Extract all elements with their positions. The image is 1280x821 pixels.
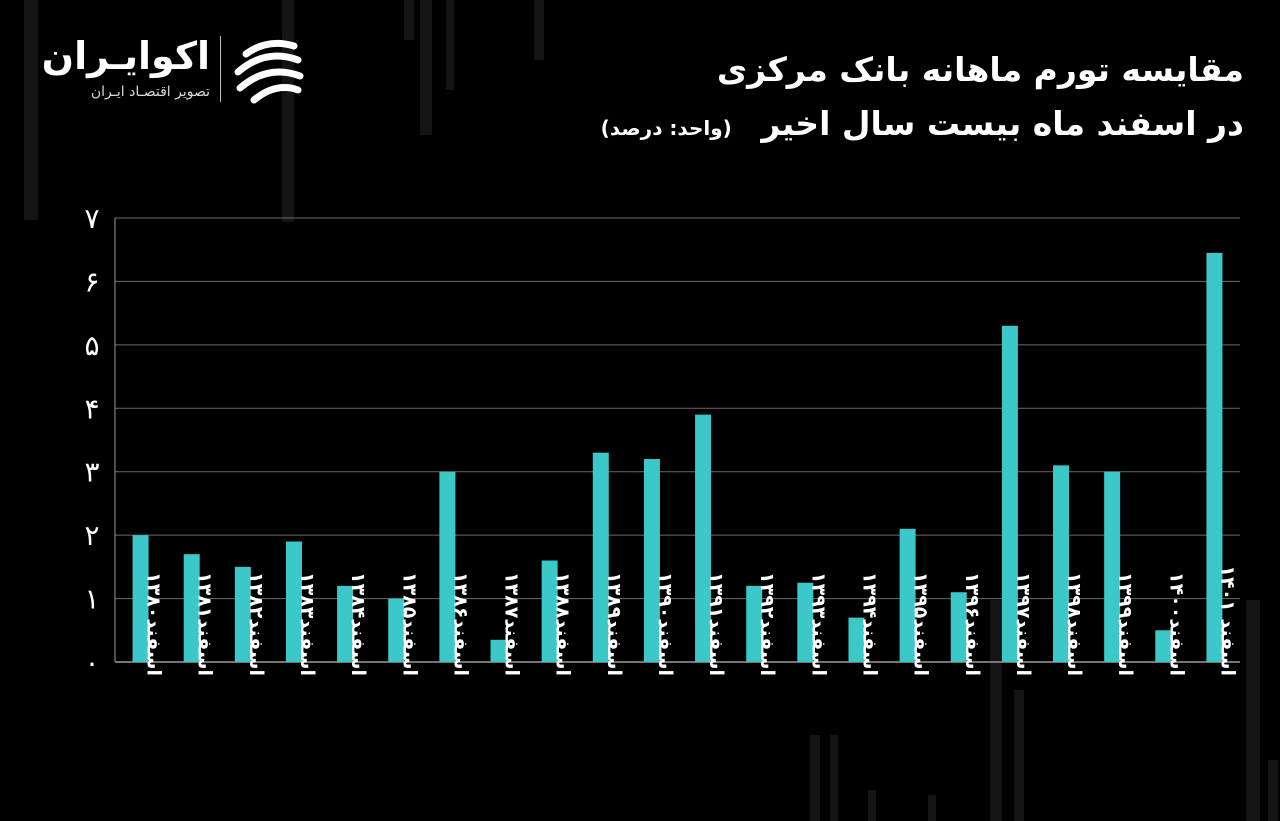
y-tick-labels: ۰ ۱ ۲ ۳ ۴ ۵ ۶ ۷: [84, 202, 99, 679]
bar: [132, 535, 149, 662]
y-tick-label: ۱: [84, 583, 99, 616]
x-category-label: اسفند۱۳۹۰: [654, 572, 676, 676]
bar: [592, 452, 609, 662]
bar: [1206, 252, 1223, 662]
bar: [1155, 630, 1172, 662]
y-tick-label: ۷: [84, 202, 99, 235]
x-category-label: اسفند۱۳۹۳: [807, 572, 829, 676]
x-category-label: اسفند ۱۴۰۱: [1216, 565, 1238, 676]
bar: [899, 528, 916, 662]
bar: [490, 639, 507, 662]
x-category-label: اسفند۱۳۹۶: [961, 572, 983, 676]
bar: [234, 566, 251, 662]
x-category-label: اسفند۱۳۹۲: [756, 572, 778, 676]
bar: [797, 582, 814, 662]
y-tick-label: ۳: [84, 456, 99, 489]
y-tick-label: ۴: [84, 392, 99, 425]
x-category-label: اسفند۱۳۸۷: [501, 572, 523, 676]
chart-subtitle-text: در اسفند ماه بیست سال اخیر: [761, 104, 1244, 143]
unit-note: (واحد: درصد): [600, 116, 732, 140]
bar: [848, 617, 865, 662]
x-category-label: اسفند۱۳۸۳: [296, 572, 318, 676]
bar: [950, 592, 967, 662]
x-category-label: اسفند۱۳۸۶: [449, 572, 471, 676]
x-category-label: اسفند۱۳۸۵: [398, 572, 420, 676]
bar: [183, 554, 200, 662]
bar: [439, 471, 456, 662]
x-category-label: اسفند۱۳۹۵: [910, 572, 932, 676]
bar: [337, 585, 354, 662]
brand-logo: اکوایـران تصویر اقتصـاد ایـران: [41, 34, 310, 108]
grid-lines: [115, 217, 1240, 600]
logo-divider: [220, 36, 221, 102]
x-category-label: اسفند۱۳۸۲: [245, 572, 267, 676]
x-category-label: اسفند۱۳۹۸: [1063, 572, 1085, 676]
chart-title: مقایسه تورم ماهانه بانک مرکزی: [716, 50, 1244, 89]
chart-subtitle: در اسفند ماه بیست سال اخیر (واحد: درصد): [544, 100, 1244, 152]
x-category-label: اسفند۱۳۹۷: [1012, 572, 1034, 676]
y-tick-label: ۰: [84, 646, 99, 679]
x-category-label: اسفند۱۳۹۴: [858, 572, 880, 676]
y-tick-label: ۵: [84, 329, 99, 362]
bar: [1104, 471, 1121, 662]
x-category-label: اسفند۱۳۸۱: [194, 572, 216, 676]
x-category-label: اسفند۱۳۹۹: [1114, 572, 1136, 676]
bar: [388, 598, 405, 662]
bar: [643, 459, 660, 662]
brand-tagline: تصویر اقتصـاد ایـران: [90, 84, 210, 100]
x-category-label: اسفند۱۳۸۴: [347, 572, 369, 676]
chart-title-block: مقایسه تورم ماهانه بانک مرکزی در اسفند م…: [544, 46, 1244, 152]
bar: [541, 560, 558, 662]
y-tick-label: ۶: [84, 265, 99, 298]
x-category-labels: اسفند۱۳۸۰ اسفند۱۳۸۱ اسفند۱۳۸۲ اسفند۱۳۸۳ اسفن…: [143, 565, 1239, 676]
x-category-label: اسفند۱۳۸۰: [143, 572, 165, 676]
bar: [285, 541, 302, 662]
swirl-logo-icon: [234, 39, 304, 104]
x-category-label: اسفند۱۳۸۹: [603, 572, 625, 676]
x-category-label: اسفند۱۳۹۱: [705, 572, 727, 676]
bar: [1001, 325, 1018, 662]
x-category-label: اسفند۱۳۸۸: [552, 572, 574, 676]
brand-name: اکوایـران: [41, 34, 210, 78]
bars: [132, 252, 1223, 662]
x-category-label: اسفند۱۴۰۰: [1165, 572, 1187, 676]
axes: [114, 218, 1240, 663]
bar: [695, 414, 712, 662]
bar: [1053, 465, 1070, 662]
y-tick-label: ۲: [84, 519, 99, 552]
bar: [746, 585, 763, 662]
